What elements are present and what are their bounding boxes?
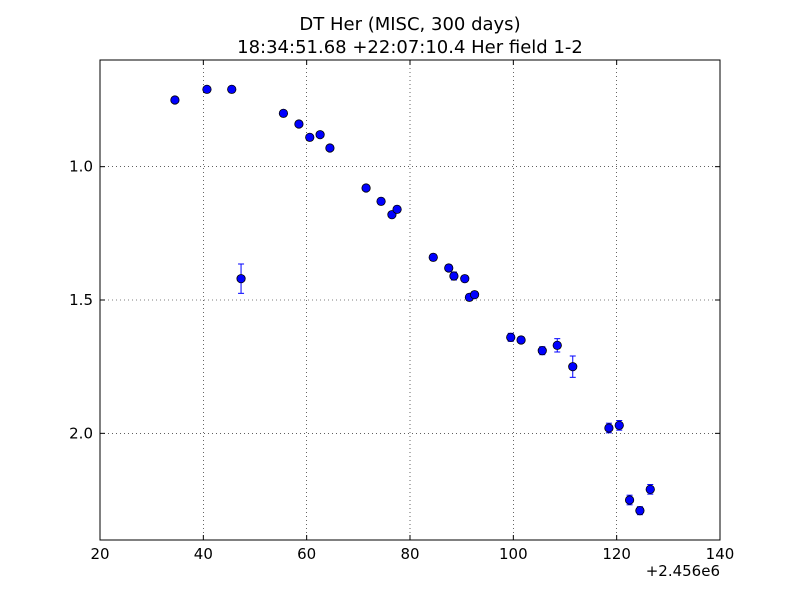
x-tick-label: 60 — [297, 545, 316, 563]
data-marker — [624, 495, 635, 505]
y-tick-label: 1.0 — [69, 158, 93, 176]
data-point — [227, 84, 237, 94]
data-point — [170, 95, 180, 105]
data-point — [392, 204, 402, 214]
data-marker — [236, 274, 246, 284]
data-marker — [202, 84, 212, 94]
data-point — [604, 422, 614, 434]
x-tick-label: 140 — [706, 545, 735, 563]
data-point — [614, 420, 624, 431]
data-marker — [444, 263, 454, 273]
data-marker — [227, 84, 237, 94]
data-marker — [294, 119, 304, 129]
data-point — [444, 263, 454, 273]
data-point — [428, 252, 438, 262]
data-marker — [568, 362, 578, 372]
data-marker — [635, 506, 645, 516]
data-marker — [469, 290, 480, 300]
data-marker — [460, 274, 470, 284]
data-marker — [506, 332, 516, 342]
data-marker — [645, 484, 655, 494]
data-point — [537, 346, 547, 356]
ticks-layer: 20 40 60 80 100 120 140 1.0 1.5 2.0 — [69, 60, 734, 563]
chart-title: DT Her (MISC, 300 days) — [299, 14, 520, 35]
x-tick-label: 40 — [194, 545, 213, 563]
data-point — [624, 494, 635, 506]
data-marker — [552, 340, 562, 350]
data-point — [645, 484, 655, 495]
data-marker — [516, 335, 526, 345]
data-point — [305, 132, 315, 142]
data-point — [460, 274, 470, 284]
data-point — [278, 108, 289, 118]
data-marker — [361, 183, 371, 193]
data-marker — [604, 423, 614, 433]
data-marker — [305, 132, 315, 142]
data-point — [315, 130, 325, 140]
data-marker — [278, 108, 289, 118]
x-tick-label: 80 — [400, 545, 419, 563]
data-point — [361, 183, 371, 193]
points-layer — [170, 84, 655, 516]
y-tick-label: 1.5 — [69, 291, 93, 309]
data-point — [294, 119, 304, 129]
data-point — [635, 506, 645, 516]
data-point — [516, 335, 526, 345]
data-point — [506, 332, 516, 342]
data-point — [202, 84, 212, 94]
x-tick-label: 100 — [499, 545, 528, 563]
data-marker — [449, 271, 459, 281]
data-point — [469, 290, 480, 300]
data-marker — [392, 204, 402, 214]
data-point — [568, 355, 578, 378]
data-point — [376, 196, 386, 206]
data-marker — [614, 420, 624, 430]
data-marker — [537, 346, 547, 356]
data-point — [236, 263, 246, 294]
y-tick-label: 2.0 — [69, 424, 93, 442]
data-marker — [315, 130, 325, 140]
data-marker — [376, 196, 386, 206]
chart-subtitle: 18:34:51.68 +22:07:10.4 Her field 1-2 — [237, 37, 583, 58]
data-point — [552, 338, 562, 353]
data-point — [449, 271, 459, 281]
data-marker — [428, 252, 438, 262]
x-tick-label: 20 — [90, 545, 109, 563]
data-marker — [170, 95, 180, 105]
x-tick-label: 120 — [602, 545, 631, 563]
data-point — [325, 143, 335, 153]
data-marker — [325, 143, 335, 153]
x-offset-label: +2.456e6 — [646, 562, 720, 580]
